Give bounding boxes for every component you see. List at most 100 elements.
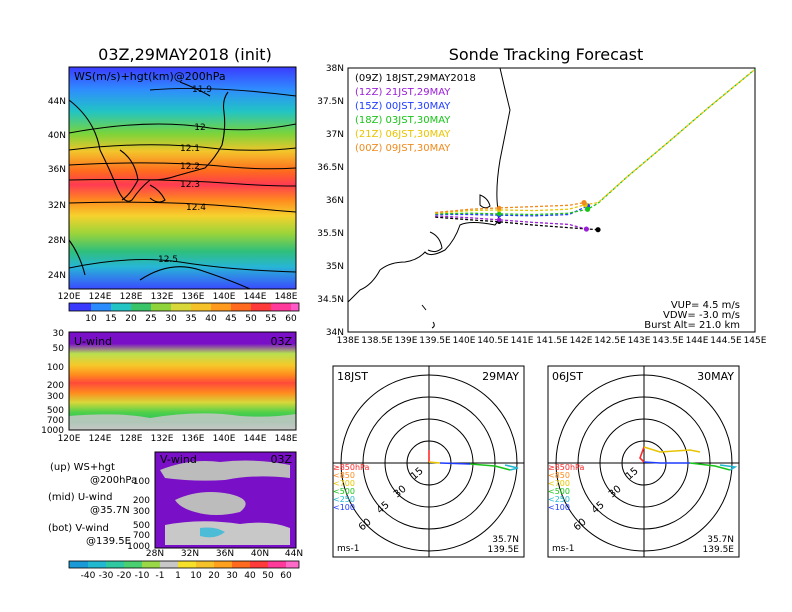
colorbar-cell	[268, 561, 286, 568]
trace-segment	[428, 461, 441, 464]
lon-tick-label: 143.5E	[652, 336, 684, 346]
lon-tick-label: 140E	[213, 434, 236, 444]
lat-tick-label: 40N	[48, 131, 66, 141]
lon-tick-label: 141.5E	[536, 336, 568, 346]
v-wind-region	[175, 492, 246, 515]
hodograph-panel-1: 18JST 29MAY 15 30 45 60 ms-1 35.7N 139.5…	[332, 365, 525, 558]
level-label: <500	[333, 487, 355, 496]
v-lat-axis: 28N 32N 36N 40N 44N	[146, 549, 303, 559]
landing-point	[583, 226, 589, 232]
colorbar-cell	[250, 561, 268, 568]
colorbar-cell	[231, 303, 251, 311]
lon-tick-label: 141E	[511, 336, 534, 346]
lon-tick-label: 136E	[182, 292, 205, 302]
colorbar-tick: 10	[190, 571, 202, 581]
lon-tick-label: 128E	[120, 292, 143, 302]
u-wind-label: U-wind	[74, 335, 112, 348]
hodograph-unit: ms-1	[552, 544, 574, 554]
legend-line: @139.5E	[86, 536, 131, 547]
colorbar-cell	[251, 303, 271, 311]
lon-tick-label: 140.5E	[477, 336, 509, 346]
colorbar-cell	[124, 561, 142, 568]
tracking-x-axis: 138E 138.5E 139E 139.5E 140E 140.5E 141E…	[337, 336, 767, 346]
lat-tick-label: 28N	[48, 236, 66, 246]
trace-segment	[639, 446, 645, 463]
contour-label: 12.3	[180, 180, 200, 190]
colorbar-cell	[69, 561, 88, 568]
colorbar-cell	[271, 303, 291, 311]
lat-tick-label: 32N	[48, 201, 66, 211]
pressure-tick: 200	[47, 381, 64, 391]
legend-entry: (00Z) 09JST,30MAY	[355, 143, 451, 154]
level-legend: ≥850hPa <850 <700 <500 <250 <100	[333, 463, 370, 512]
pressure-tick: 300	[133, 507, 150, 517]
lon-tick-label: 148E	[275, 292, 298, 302]
colorbar-cell	[286, 561, 299, 568]
trace-segment	[689, 462, 731, 471]
v-wind-time: 03Z	[270, 453, 292, 466]
pressure-tick: 50	[53, 344, 65, 354]
legend-line: (mid) U-wind	[48, 492, 112, 503]
tracking-legend: (09Z) 18JST,29MAY2018 (12Z) 21JST,29MAY …	[355, 73, 476, 154]
level-label: <700	[548, 479, 570, 488]
hodograph-unit: ms-1	[337, 544, 359, 554]
lon-tick-label: 144E	[244, 292, 267, 302]
colorbar-cell	[178, 561, 196, 568]
colorbar-cell	[91, 303, 111, 311]
colorbar-frame	[68, 302, 300, 312]
lon-tick-label: 138.5E	[361, 336, 393, 346]
trace-segment	[439, 462, 471, 465]
pressure-tick: 1000	[41, 426, 64, 436]
colorbar-cell	[291, 303, 299, 311]
hodograph-time: 18JST	[337, 370, 368, 383]
hodograph-lon: 139.5E	[703, 545, 735, 555]
colorbar-tick: 20	[208, 571, 220, 581]
trace-segment	[643, 446, 701, 453]
colorbar-cell	[211, 303, 231, 311]
lat-tick-label: 24N	[48, 271, 66, 281]
colorbar-cell	[106, 561, 124, 568]
colorbar-tick: 30	[226, 571, 238, 581]
v-wind-frame	[154, 451, 297, 549]
colorbar-tick: 25	[145, 314, 156, 324]
lon-tick-label: 148E	[275, 434, 298, 444]
colorbar-cell	[111, 303, 131, 311]
lon-tick-label: 144E	[244, 434, 267, 444]
lon-tick-label: 138E	[337, 336, 360, 346]
legend-line: @200hPa	[90, 475, 137, 486]
burst-point	[496, 205, 502, 211]
burst-altitude: Burst Alt= 21.0 km	[644, 320, 740, 331]
level-label: <250	[548, 495, 570, 504]
trace-segment	[469, 463, 511, 471]
ws-map-field	[69, 67, 296, 289]
lon-tick-label: 139.5E	[419, 336, 451, 346]
contour-label: 12.2	[180, 162, 200, 172]
burst-point	[496, 217, 502, 222]
colorbar-tick: -1	[156, 571, 165, 581]
pressure-tick: 700	[133, 531, 150, 541]
tracking-coastline	[347, 67, 511, 329]
level-label: <100	[333, 503, 355, 512]
colorbar-tick: 50	[262, 571, 274, 581]
hodograph-date: 29MAY	[482, 370, 519, 383]
tracking-panel: Sonde Tracking Forecast 38N 37.5N 37N 36…	[317, 45, 767, 346]
level-label: ≥850hPa	[333, 463, 370, 472]
tracking-annotations: VUP= 4.5 m/s VDW= -3.0 m/s Burst Alt= 21…	[644, 300, 740, 331]
track-lines	[435, 68, 756, 233]
trace-segment	[643, 461, 690, 464]
pressure-tick: 700	[47, 416, 64, 426]
ws-map-label: WS(m/s)+hgt(km)@200hPa	[74, 70, 226, 83]
colorbar-cell	[69, 303, 91, 311]
legend-entry: (12Z) 21JST,29MAY	[355, 87, 451, 98]
trace-segment	[504, 464, 519, 471]
panel-legend: (up) WS+hgt @200hPa (mid) U-wind @35.7N …	[48, 462, 137, 547]
colorbar-cell	[191, 303, 211, 311]
contour-label: 12.4	[186, 203, 206, 213]
v-wind-label: V-wind	[160, 453, 197, 466]
tracking-frame	[347, 67, 756, 333]
hodograph-lat: 35.7N	[492, 535, 519, 545]
pressure-tick: 100	[133, 477, 150, 487]
pressure-tick: 200	[133, 496, 150, 506]
landing-point	[581, 200, 587, 206]
